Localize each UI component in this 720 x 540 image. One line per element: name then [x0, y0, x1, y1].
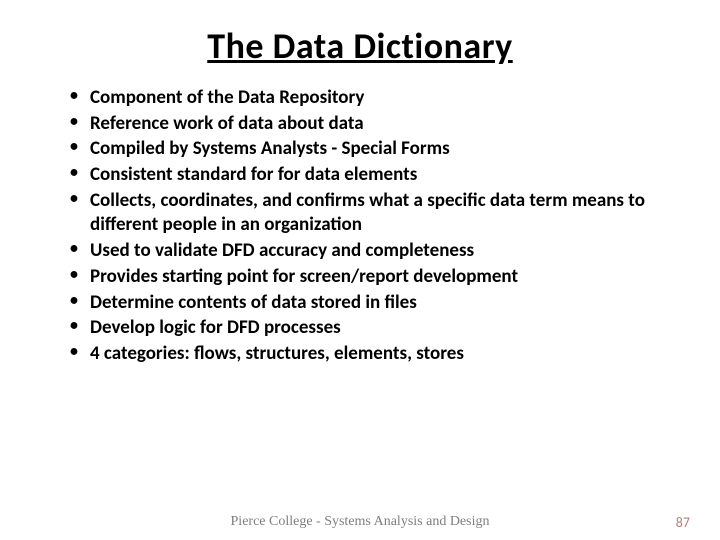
slide-container: The Data Dictionary Component of the Dat… — [0, 0, 720, 540]
bullet-item: Determine contents of data stored in fil… — [70, 291, 680, 316]
bullet-item: Reference work of data about data — [70, 112, 680, 137]
bullet-item: Collects, coordinates, and confirms what… — [70, 189, 680, 238]
page-number: 87 — [676, 514, 690, 531]
bullet-item: Used to validate DFD accuracy and comple… — [70, 239, 680, 264]
bullet-item: Component of the Data Repository — [70, 86, 680, 111]
bullet-item: Compiled by Systems Analysts - Special F… — [70, 137, 680, 162]
slide-title: The Data Dictionary — [40, 24, 680, 68]
bullet-item: Develop logic for DFD processes — [70, 316, 680, 341]
bullet-item: 4 categories: flows, structures, element… — [70, 342, 680, 367]
bullet-list: Component of the Data Repository Referen… — [40, 86, 680, 367]
bullet-item: Consistent standard for for data element… — [70, 163, 680, 188]
bullet-item: Provides starting point for screen/repor… — [70, 265, 680, 290]
footer-text: Pierce College - Systems Analysis and De… — [231, 514, 490, 530]
